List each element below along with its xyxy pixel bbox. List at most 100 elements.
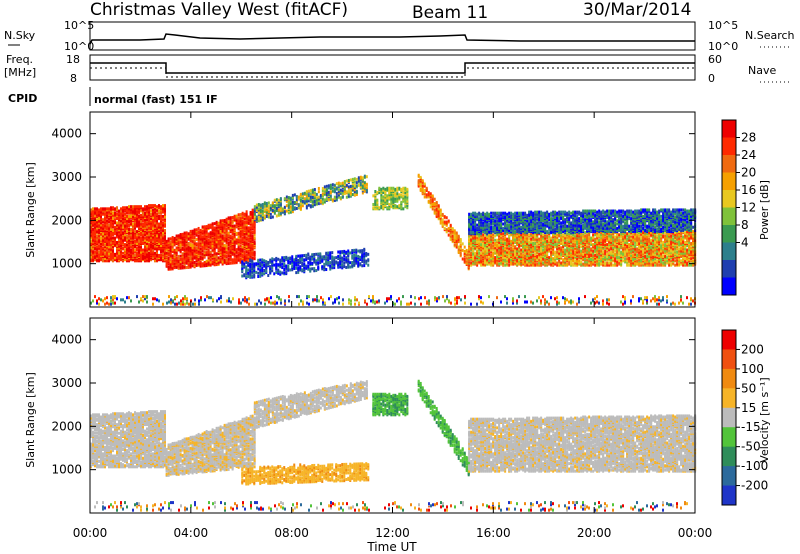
echo-cell — [317, 202, 320, 206]
echo-cell — [106, 256, 108, 260]
echo-cell — [128, 223, 130, 227]
echo-cell — [156, 216, 158, 219]
echo-cell — [281, 262, 284, 266]
echo-cell — [169, 265, 172, 269]
echo-cell — [372, 194, 375, 198]
echo-cell — [162, 229, 164, 232]
echo-cell — [132, 240, 134, 244]
echo-cell — [203, 250, 206, 254]
echo-cell — [265, 214, 268, 218]
echo-cell — [227, 254, 230, 258]
echo-cell — [201, 249, 204, 253]
echo-cell — [154, 237, 156, 241]
echo-cell — [156, 223, 158, 227]
echo-cell — [191, 243, 194, 247]
echo-cell — [124, 220, 126, 224]
echo-cell — [299, 192, 302, 196]
echo-cell — [158, 222, 160, 226]
echo-cell — [357, 183, 360, 187]
echo-cell — [134, 248, 136, 252]
echo-cell — [183, 252, 186, 256]
echo-cell — [359, 262, 362, 266]
echo-cell — [247, 249, 250, 253]
echo-cell — [223, 243, 226, 247]
echo-cell — [305, 253, 308, 257]
echo-cell — [156, 234, 158, 238]
echo-cell — [128, 219, 130, 223]
echo-cell — [225, 254, 228, 258]
echo-cell — [239, 217, 242, 221]
echo-cell — [390, 205, 393, 209]
echo-cell — [251, 274, 254, 278]
echo-cell — [343, 265, 346, 269]
echo-cell — [100, 232, 102, 236]
echo-cell — [376, 198, 379, 202]
echo-cell — [128, 227, 130, 231]
echo-cell — [116, 259, 118, 263]
echo-cell — [317, 252, 320, 256]
echo-cell — [140, 248, 142, 252]
echo-cell — [319, 199, 322, 203]
echo-cell — [275, 206, 278, 210]
echo-cell — [378, 186, 381, 190]
echo-cell — [209, 250, 212, 254]
echo-cell — [100, 227, 102, 231]
echo-cell — [305, 204, 308, 208]
echo-cell — [447, 233, 450, 237]
echo-cell — [261, 211, 264, 215]
echo-cell — [249, 244, 252, 248]
echo-cell — [253, 273, 256, 277]
echo-cell — [209, 237, 212, 241]
echo-cell — [398, 204, 401, 208]
echo-cell — [271, 257, 274, 261]
echo-cell — [138, 214, 140, 218]
echo-cell — [201, 240, 204, 244]
echo-cell — [406, 187, 409, 191]
echo-cell — [289, 205, 292, 209]
echo-cell — [169, 260, 172, 264]
echo-cell — [297, 258, 300, 262]
nave-label: Nave — [748, 64, 776, 77]
echo-cell — [295, 266, 298, 270]
echo-cell — [130, 233, 132, 237]
echo-cell — [162, 255, 164, 258]
echo-cell — [183, 260, 186, 264]
echo-cell — [327, 197, 330, 201]
echo-cell — [118, 209, 120, 213]
echo-cell — [277, 198, 280, 202]
echo-cell — [263, 214, 266, 218]
echo-cell — [237, 236, 240, 240]
echo-cell — [285, 271, 288, 275]
echo-cell — [144, 243, 146, 247]
echo-cell — [245, 215, 248, 219]
echo-cell — [235, 214, 238, 218]
echo-cell — [269, 212, 272, 216]
echo-cell — [152, 204, 154, 208]
echo-cell — [257, 203, 260, 207]
echo-cell — [203, 246, 206, 250]
echo-cell — [299, 265, 302, 269]
echo-cell — [100, 207, 102, 211]
echo-cell — [169, 251, 172, 255]
echo-cell — [305, 264, 308, 268]
echo-cell — [185, 234, 188, 238]
echo-cell — [271, 269, 274, 273]
echo-cell — [124, 255, 126, 258]
echo-cell — [425, 186, 428, 190]
echo-cell — [351, 254, 354, 258]
echo-cell — [490, 225, 493, 229]
echo-cell — [514, 230, 517, 234]
echo-cell — [219, 246, 222, 250]
echo-cell — [257, 214, 260, 218]
echo-cell — [90, 232, 92, 236]
echo-cell — [243, 254, 246, 258]
echo-cell — [144, 214, 146, 218]
echo-cell — [235, 231, 238, 235]
echo-cell — [335, 195, 338, 199]
echo-cell — [482, 221, 485, 225]
freq-tick-top: 18 — [66, 53, 80, 66]
echo-cell — [132, 209, 134, 213]
echo-cell — [323, 189, 326, 193]
echo-cell — [201, 242, 204, 246]
echo-cell — [402, 191, 405, 195]
